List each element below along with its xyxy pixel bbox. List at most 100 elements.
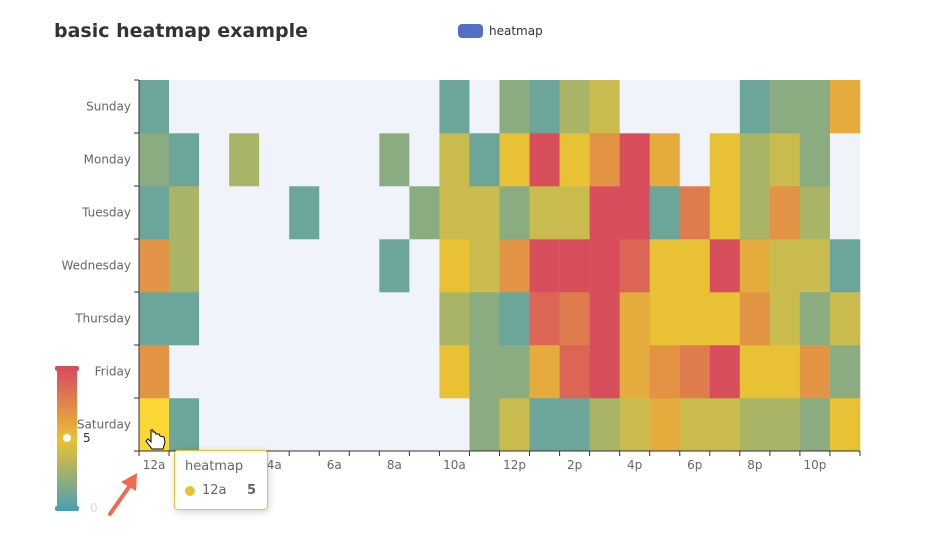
heatmap-cell[interactable] xyxy=(169,186,200,240)
heatmap-cell[interactable] xyxy=(739,292,771,346)
heatmap-cell[interactable] xyxy=(169,398,200,452)
heatmap-cell[interactable] xyxy=(349,292,380,346)
heatmap-cell[interactable] xyxy=(139,80,170,134)
heatmap-cell[interactable] xyxy=(139,186,170,240)
heatmap-cell[interactable] xyxy=(409,345,440,399)
heatmap-cell[interactable] xyxy=(709,186,741,240)
heatmap-cell[interactable] xyxy=(259,345,290,399)
heatmap-cell[interactable] xyxy=(319,398,350,452)
heatmap-cell[interactable] xyxy=(349,345,380,399)
heatmap-cell[interactable] xyxy=(529,345,560,399)
heatmap-cell[interactable] xyxy=(799,80,831,134)
heatmap-cell[interactable] xyxy=(289,398,320,452)
heatmap-cell[interactable] xyxy=(199,239,230,293)
heatmap-cell[interactable] xyxy=(529,239,560,293)
heatmap-cell[interactable] xyxy=(559,80,590,134)
heatmap-cell[interactable] xyxy=(289,80,320,134)
heatmap-cell[interactable] xyxy=(379,345,410,399)
heatmap-cell[interactable] xyxy=(319,133,350,187)
heatmap-cell[interactable] xyxy=(799,345,831,399)
heatmap-cell[interactable] xyxy=(769,133,801,187)
heatmap-cell[interactable] xyxy=(289,186,320,240)
heatmap-cell[interactable] xyxy=(559,186,590,240)
heatmap-cell[interactable] xyxy=(559,345,590,399)
heatmap-cell[interactable] xyxy=(709,398,741,452)
heatmap-cell[interactable] xyxy=(439,186,470,240)
heatmap-cell[interactable] xyxy=(529,133,560,187)
heatmap-cell[interactable] xyxy=(799,292,831,346)
heatmap-cell[interactable] xyxy=(409,239,440,293)
heatmap-cell[interactable] xyxy=(469,292,500,346)
heatmap-cell[interactable] xyxy=(169,133,200,187)
heatmap-cell[interactable] xyxy=(139,239,170,293)
heatmap-cell[interactable] xyxy=(529,186,560,240)
heatmap-cell[interactable] xyxy=(229,345,260,399)
heatmap-cell[interactable] xyxy=(349,398,380,452)
heatmap-cell[interactable] xyxy=(229,80,260,134)
heatmap-cell[interactable] xyxy=(289,239,320,293)
heatmap-cell[interactable] xyxy=(469,186,500,240)
heatmap-cell[interactable] xyxy=(709,239,741,293)
heatmap-cell[interactable] xyxy=(259,292,290,346)
heatmap-cell[interactable] xyxy=(409,133,440,187)
heatmap-cell[interactable] xyxy=(619,292,651,346)
heatmap-cell[interactable] xyxy=(259,398,290,452)
heatmap-cell[interactable] xyxy=(649,398,681,452)
heatmap-cell[interactable] xyxy=(739,398,771,452)
heatmap-cell[interactable] xyxy=(769,345,801,399)
heatmap-cell[interactable] xyxy=(469,345,500,399)
heatmap-cell[interactable] xyxy=(769,292,801,346)
heatmap-cell[interactable] xyxy=(169,345,200,399)
heatmap-cell[interactable] xyxy=(259,80,290,134)
heatmap-cell[interactable] xyxy=(319,345,350,399)
heatmap-cell[interactable] xyxy=(499,133,530,187)
heatmap-cell[interactable] xyxy=(439,398,470,452)
heatmap-cell[interactable] xyxy=(649,133,681,187)
heatmap-cell[interactable] xyxy=(829,292,861,346)
heatmap-cell[interactable] xyxy=(679,345,711,399)
heatmap-cell[interactable] xyxy=(649,186,681,240)
heatmap-cell[interactable] xyxy=(469,239,500,293)
heatmap-cell[interactable] xyxy=(379,80,410,134)
heatmap-cell[interactable] xyxy=(769,80,801,134)
heatmap-cell[interactable] xyxy=(379,133,410,187)
heatmap-cell[interactable] xyxy=(559,239,590,293)
heatmap-cell[interactable] xyxy=(769,239,801,293)
heatmap-cell[interactable] xyxy=(439,80,470,134)
heatmap-cell[interactable] xyxy=(829,133,861,187)
heatmap-cell[interactable] xyxy=(409,186,440,240)
heatmap-cell[interactable] xyxy=(589,292,620,346)
heatmap-cell[interactable] xyxy=(469,80,500,134)
legend-item-heatmap[interactable]: heatmap xyxy=(458,24,543,38)
heatmap-cell[interactable] xyxy=(319,80,350,134)
heatmap-cell[interactable] xyxy=(409,398,440,452)
heatmap-cell[interactable] xyxy=(829,239,861,293)
heatmap-cell[interactable] xyxy=(199,133,230,187)
heatmap-cell[interactable] xyxy=(739,239,771,293)
heatmap-cell[interactable] xyxy=(199,186,230,240)
heatmap-cell[interactable] xyxy=(139,133,170,187)
heatmap-cell[interactable] xyxy=(289,345,320,399)
heatmap-cell[interactable] xyxy=(739,80,771,134)
heatmap-cell[interactable] xyxy=(829,345,861,399)
heatmap-cell[interactable] xyxy=(259,133,290,187)
heatmap-cell[interactable] xyxy=(139,292,170,346)
heatmap-cell[interactable] xyxy=(499,292,530,346)
heatmap-cell[interactable] xyxy=(139,345,170,399)
heatmap-cell[interactable] xyxy=(529,292,560,346)
heatmap-cell[interactable] xyxy=(229,239,260,293)
heatmap-cell[interactable] xyxy=(799,186,831,240)
heatmap-cell[interactable] xyxy=(619,80,651,134)
heatmap-cell[interactable] xyxy=(499,345,530,399)
heatmap-cell[interactable] xyxy=(679,398,711,452)
heatmap-cell[interactable] xyxy=(379,398,410,452)
heatmap-cell[interactable] xyxy=(649,345,681,399)
heatmap-cell[interactable] xyxy=(469,133,500,187)
heatmap-cell[interactable] xyxy=(349,133,380,187)
heatmap-cell[interactable] xyxy=(739,345,771,399)
heatmap-cell[interactable] xyxy=(619,186,651,240)
heatmap-cell[interactable] xyxy=(499,186,530,240)
heatmap-cell[interactable] xyxy=(649,239,681,293)
heatmap-cell[interactable] xyxy=(679,239,711,293)
heatmap-cell[interactable] xyxy=(619,239,651,293)
